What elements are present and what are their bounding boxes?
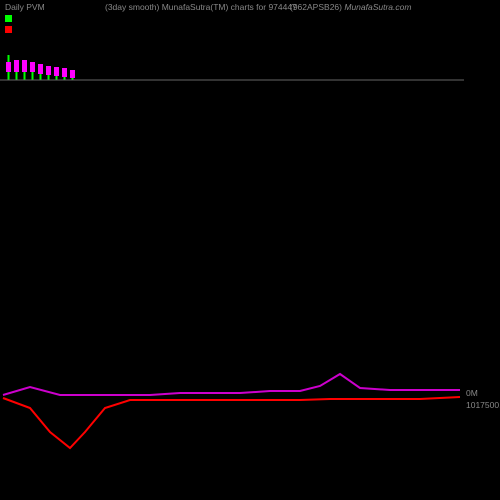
pvm-chart: Daily PVM (3day smooth) MunafaSutra(TM) …	[0, 0, 500, 500]
candle-group	[6, 55, 75, 80]
plot-svg	[0, 0, 500, 500]
upper-line	[3, 374, 460, 395]
axis-label-top: 0M	[466, 388, 478, 398]
price-line	[3, 397, 460, 448]
axis-label-bottom: 1017500.00	[466, 400, 500, 410]
